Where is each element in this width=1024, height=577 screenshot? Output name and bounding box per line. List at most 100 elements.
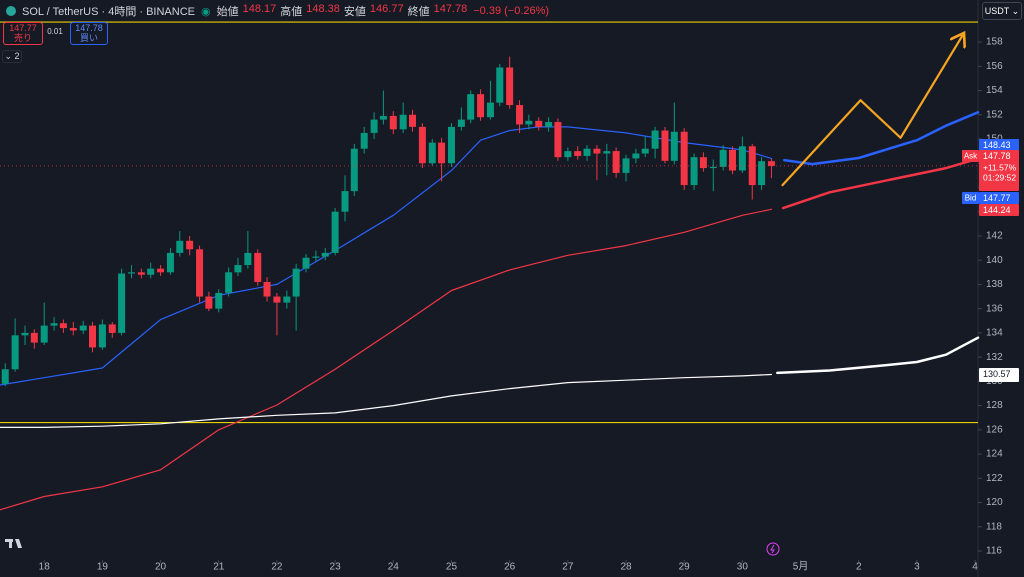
indicator-toggle[interactable]: ⌄ 2 <box>2 50 22 63</box>
currency-button[interactable]: USDT ⌄ <box>982 2 1022 20</box>
candle-body <box>215 292 223 309</box>
candle-body <box>719 149 727 167</box>
price-tag-line: +11.57% <box>983 162 1017 172</box>
candle-body <box>438 142 446 164</box>
candle-body <box>273 296 281 303</box>
x-tick-label: 30 <box>737 562 749 573</box>
price-tag-value: 147.77 <box>983 193 1011 203</box>
x-tick-label: 21 <box>213 562 225 573</box>
candle-body <box>50 323 58 326</box>
y-tick-label: 120 <box>986 497 1003 508</box>
candle-body <box>302 257 310 269</box>
x-tick-label: 19 <box>97 562 109 573</box>
forecast-line <box>783 111 980 166</box>
candle-body <box>331 211 339 253</box>
y-tick-label: 128 <box>986 400 1003 411</box>
candle-body <box>496 67 504 103</box>
price-tag-value: 144.24 <box>983 205 1011 215</box>
candle-body <box>428 142 436 164</box>
price-tag-label: Ask <box>964 152 978 161</box>
candle-body <box>564 151 572 158</box>
y-tick-label: 134 <box>986 328 1003 339</box>
price-tag-label: Bid <box>965 194 977 203</box>
candle-body <box>244 252 252 266</box>
header: SOL / TetherUS · 4時間 · BINANCE ◉ 始値 148.1… <box>6 3 549 19</box>
candle-body <box>108 324 116 333</box>
y-tick-label: 118 <box>986 521 1002 532</box>
sell-button[interactable]: 147.77 売り <box>3 22 43 45</box>
candle-body <box>79 325 87 331</box>
price-tag <box>979 139 1019 151</box>
candle-body <box>506 67 514 106</box>
x-tick-label: 20 <box>155 562 167 573</box>
candle-body <box>234 265 242 273</box>
x-tick-label: 29 <box>679 562 691 573</box>
candle-body <box>680 131 688 186</box>
status-dot: ◉ <box>201 5 211 18</box>
moving-average <box>0 373 773 428</box>
y-tick-label: 142 <box>986 231 1003 242</box>
candle-body <box>632 153 640 159</box>
y-tick-label: 156 <box>986 61 1003 72</box>
candle-body <box>11 335 19 370</box>
candle-body <box>670 131 678 161</box>
candle-body <box>379 115 387 120</box>
symbol-icon <box>6 6 16 16</box>
x-tick-label: 5月 <box>793 561 809 573</box>
ohlc: 始値 148.17 高値 148.38 安値 146.77 終値 147.78 <box>217 3 468 19</box>
candle-body <box>583 148 591 156</box>
y-tick-label: 132 <box>986 352 1003 363</box>
forecast-line <box>781 158 977 210</box>
candle-body <box>709 166 717 169</box>
candle-body <box>321 252 329 257</box>
candle-body <box>767 161 775 166</box>
ohlc-value: 148.17 <box>242 3 277 15</box>
y-tick-label: 124 <box>986 449 1003 460</box>
ohlc-value: 147.78 <box>433 3 468 15</box>
candle-body <box>59 323 67 329</box>
candle-body <box>699 157 707 169</box>
price-tag-label-box <box>962 150 979 162</box>
candle-body <box>661 130 669 161</box>
candle-body <box>535 120 543 127</box>
x-tick-label: 4 <box>972 562 978 573</box>
candle-body <box>263 281 271 297</box>
ohlc-label: 高値 <box>280 6 303 18</box>
y-tick-label: 126 <box>986 424 1003 435</box>
candle-body <box>118 273 126 333</box>
candle-body <box>21 332 29 336</box>
candle-body <box>30 332 38 343</box>
candle-body <box>69 328 77 331</box>
candle-body <box>516 105 524 125</box>
buy-button[interactable]: 147.78 買い <box>70 22 108 45</box>
candle-body <box>254 252 262 282</box>
candle-body <box>147 268 155 275</box>
candle-body <box>205 296 213 309</box>
ohlc-value: 146.77 <box>369 3 404 15</box>
candle-body <box>467 94 475 120</box>
ohlc-value: 148.38 <box>306 3 340 15</box>
symbol[interactable]: SOL / TetherUS · 4時間 · BINANCE <box>22 6 195 18</box>
forecast-line <box>776 336 980 375</box>
candle-body <box>312 256 320 258</box>
candle-body <box>157 268 165 273</box>
y-tick-label: 158 <box>986 37 1003 48</box>
candle-body <box>477 94 485 118</box>
candle-body <box>738 146 746 171</box>
candle-body <box>370 119 378 133</box>
candle-body <box>574 151 582 156</box>
moving-average <box>0 126 773 386</box>
event-icon[interactable] <box>766 542 780 556</box>
candle-body <box>554 122 562 158</box>
candle-body <box>545 122 553 127</box>
candle-body <box>418 126 426 164</box>
x-tick-label: 24 <box>388 562 400 573</box>
x-tick-label: 18 <box>39 562 51 573</box>
candle-body <box>593 148 601 154</box>
x-tick-label: 23 <box>330 562 342 573</box>
change: −0.39 (−0.26%) <box>473 5 550 17</box>
candle-body <box>166 252 174 273</box>
candle-body <box>341 191 349 212</box>
price-tag <box>979 192 1019 204</box>
